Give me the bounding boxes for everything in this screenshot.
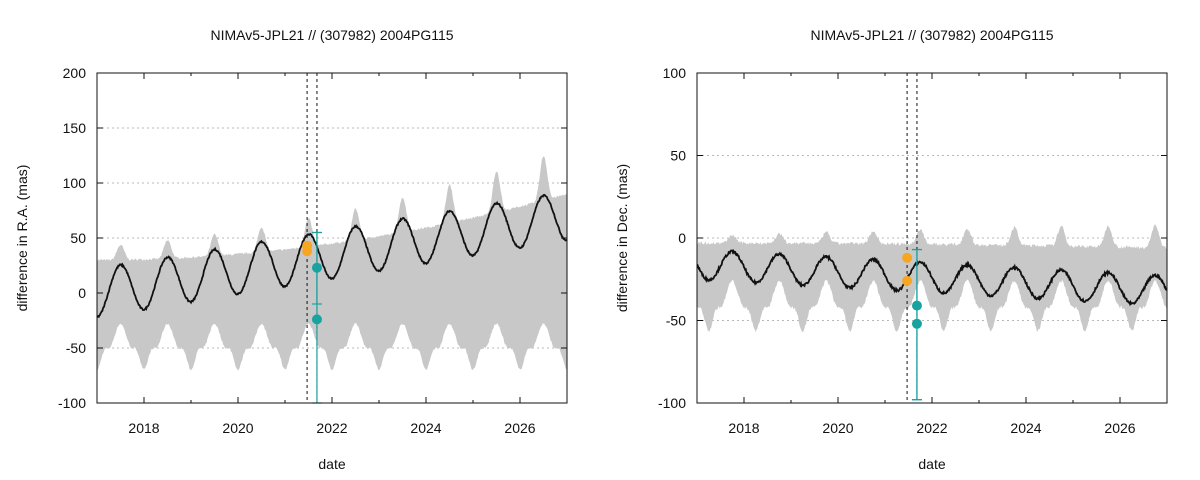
x-tick-label: 2020 [222,420,253,436]
x-tick-label: 2026 [1104,420,1135,436]
observation-point [311,314,322,325]
y-tick-label: 100 [63,175,87,191]
y-tick-label: -50 [666,313,686,329]
mean-curve [97,193,567,319]
observation-point [902,252,913,263]
y-axis-title: difference in R.A. (mas) [14,165,30,312]
x-tick-label: 2024 [410,420,441,436]
y-tick-label: 150 [63,120,87,136]
x-axis-title: date [918,456,945,472]
y-tick-label: 0 [678,230,686,246]
chart-2: NIMAv5-JPL21 // (307982) 2004PG115 -100 -5… [614,27,1168,472]
y-tick-label: -50 [66,340,86,356]
observation-point [911,318,922,329]
y-tick-label: 100 [663,65,687,81]
x-tick-label: 2024 [1010,420,1041,436]
y-tick-label: 50 [670,148,686,164]
chart-1: NIMAv5-JPL21 // (307982) 2004PG115 -100 -5… [14,27,568,472]
observation-point [302,246,313,257]
y-tick-label: 0 [78,285,86,301]
y-axis-title: difference in Dec. (mas) [614,164,630,312]
chart-title: NIMAv5-JPL21 // (307982) 2004PG115 [810,27,1053,43]
y-tick-label: 50 [70,230,86,246]
x-tick-label: 2022 [916,420,947,436]
chart-title: NIMAv5-JPL21 // (307982) 2004PG115 [210,27,453,43]
x-axis-title: date [318,456,345,472]
x-tick-label: 2026 [504,420,535,436]
x-tick-label: 2022 [316,420,347,436]
x-tick-label: 2018 [128,420,159,436]
x-tick-label: 2020 [822,420,853,436]
y-tick-label: -100 [58,395,86,411]
y-tick-label: 200 [63,65,87,81]
mean-curve [697,248,1167,307]
uncertainty-band [97,156,567,371]
y-tick-label: -100 [658,395,686,411]
observation-point [902,275,913,286]
x-tick-label: 2018 [728,420,759,436]
